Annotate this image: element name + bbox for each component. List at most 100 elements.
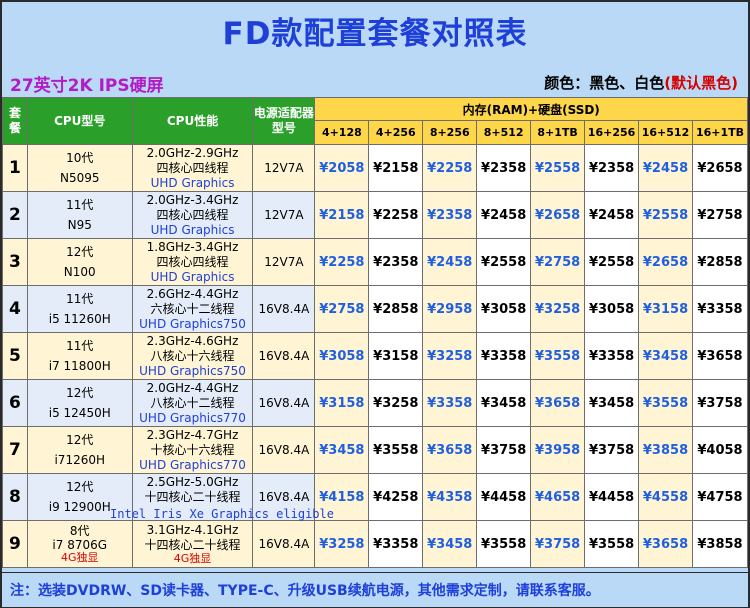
package-number: 9 — [2, 520, 28, 568]
price-16+1TB: ¥3758 — [691, 379, 749, 427]
price-8+512: ¥2558 — [476, 238, 532, 286]
gpu-model: UHD Graphics — [150, 269, 235, 284]
price-16+1TB: ¥4058 — [691, 426, 749, 474]
header-config-4: 8+512 — [476, 120, 532, 145]
price-8+512: ¥3058 — [476, 285, 532, 333]
price-8+256: ¥4358 — [422, 473, 478, 521]
cpu-model: N5095 — [59, 171, 100, 185]
cpu-generation: 11代 — [66, 292, 94, 306]
gpu-model: UHD Graphics750 — [139, 316, 246, 331]
header-config-1: 4+128 — [314, 120, 370, 145]
table-row: 6 12代 i5 12450H 2.0GHz-4.4GHz 八核心十二线程 UHD Gra… — [2, 379, 749, 427]
price-16+512: ¥4558 — [638, 473, 693, 521]
row8-gpu-overflow: Intel Iris Xe Graphics eligible — [110, 507, 334, 521]
price-16+512: ¥3558 — [638, 379, 693, 427]
header-config-5: 8+1TB — [530, 120, 586, 145]
price-16+1TB: ¥2658 — [691, 144, 749, 192]
price-16+512: ¥2658 — [638, 238, 693, 286]
price-4+256: ¥2858 — [368, 285, 424, 333]
cpu-frequency: 1.8GHz-3.4GHz — [146, 239, 239, 254]
cpu-frequency: 2.6GHz-4.4GHz — [146, 286, 239, 301]
page-title: FD款配置套餐对照表 — [222, 16, 528, 52]
cpu-model-cell: 12代 i5 12450H — [26, 379, 133, 427]
price-8+1TB: ¥2658 — [530, 191, 586, 239]
price-16+256: ¥3458 — [584, 379, 640, 427]
price-8+1TB: ¥3758 — [530, 520, 586, 568]
psu-model: 16V8.4A — [252, 473, 316, 521]
package-number: 5 — [2, 332, 28, 380]
psu-model: 12V7A — [252, 238, 316, 286]
cpu-perf-cell: 2.5GHz-5.0GHz 十四核心二十线程 — [131, 473, 254, 521]
price-8+1TB: ¥4658 — [530, 473, 586, 521]
package-number: 8 — [2, 473, 28, 521]
header-cpu-perf: CPU性能 — [131, 97, 254, 145]
gpu-note: 4G独显 — [173, 552, 212, 565]
price-4+256: ¥3358 — [368, 520, 424, 568]
cpu-model: i7 11800H — [48, 359, 111, 373]
cpu-model-cell: 11代 i5 11260H — [26, 285, 133, 333]
cpu-perf-cell: 2.6GHz-4.4GHz 六核心十二线程 UHD Graphics750 — [131, 285, 254, 333]
price-16+1TB: ¥2858 — [691, 238, 749, 286]
cpu-model: N100 — [63, 265, 96, 279]
price-8+1TB: ¥3258 — [530, 285, 586, 333]
cpu-frequency: 2.0GHz-3.4GHz — [146, 192, 239, 207]
price-16+256: ¥3558 — [584, 520, 640, 568]
price-4+128: ¥2158 — [314, 191, 370, 239]
cpu-model: i7 8706G — [52, 538, 108, 552]
cpu-model: i9 12900H — [48, 500, 111, 514]
cpu-generation: 11代 — [66, 339, 94, 353]
price-8+512: ¥2458 — [476, 191, 532, 239]
header-package: 套餐 — [2, 97, 28, 145]
price-4+128: ¥3158 — [314, 379, 370, 427]
config-table: 套餐 CPU型号 CPU性能 电源适配器型号 内存(RAM)+硬盘(SSD) 4… — [2, 97, 749, 568]
price-4+256: ¥4258 — [368, 473, 424, 521]
price-8+256: ¥2458 — [422, 238, 478, 286]
table-row: 9 8代 i7 8706G 4G独显 3.1GHz-4.1GHz 十四核心二十线程 4G独显… — [2, 520, 749, 568]
header-config-2: 4+256 — [368, 120, 424, 145]
gpu-model: UHD Graphics750 — [139, 363, 246, 378]
cpu-cores: 十四核心二十线程 — [144, 489, 241, 504]
price-4+128: ¥2058 — [314, 144, 370, 192]
cpu-frequency: 3.1GHz-4.1GHz — [146, 523, 239, 537]
cpu-perf-cell: 2.3GHz-4.6GHz 八核心十六线程 UHD Graphics750 — [131, 332, 254, 380]
price-4+256: ¥2158 — [368, 144, 424, 192]
gpu-model: UHD Graphics — [150, 222, 235, 237]
table-row: 7 12代 i71260H 2.3GHz-4.7GHz 十核心十六线程 UHD Graph… — [2, 426, 749, 474]
price-16+1TB: ¥4758 — [691, 473, 749, 521]
footer-note: 注：选装DVDRW、SD读卡器、TYPE-C、升级USB续航电源，其他需求定制，… — [2, 572, 748, 607]
color-options: 颜色：黑色、白色(默认黑色) — [544, 72, 738, 93]
price-8+256: ¥2958 — [422, 285, 478, 333]
price-16+256: ¥2558 — [584, 238, 640, 286]
cpu-model-cell: 11代 i7 11800H — [26, 332, 133, 380]
price-8+256: ¥3358 — [422, 379, 478, 427]
gpu-model: UHD Graphics770 — [139, 410, 246, 425]
price-8+1TB: ¥3558 — [530, 332, 586, 380]
price-8+256: ¥3658 — [422, 426, 478, 474]
price-8+512: ¥3758 — [476, 426, 532, 474]
cpu-cores: 四核心四线程 — [156, 254, 229, 269]
table-row: 3 12代 N100 1.8GHz-3.4GHz 四核心四线程 UHD Graphics 1… — [2, 238, 749, 286]
cpu-frequency: 2.0GHz-2.9GHz — [146, 145, 239, 160]
price-16+1TB: ¥3358 — [691, 285, 749, 333]
package-number: 1 — [2, 144, 28, 192]
cpu-cores: 十核心十六线程 — [150, 442, 235, 457]
header-config-6: 16+256 — [584, 120, 640, 145]
package-number: 6 — [2, 379, 28, 427]
price-16+512: ¥2558 — [638, 191, 693, 239]
gpu-model: UHD Graphics770 — [139, 457, 246, 472]
price-16+256: ¥3758 — [584, 426, 640, 474]
price-4+256: ¥2358 — [368, 238, 424, 286]
price-16+1TB: ¥3658 — [691, 332, 749, 380]
cpu-cores: 八核心十六线程 — [150, 348, 235, 363]
table-row: 8 12代 i9 12900H 2.5GHz-5.0GHz 十四核心二十线程 16V8.… — [2, 473, 749, 521]
table-row: 4 11代 i5 11260H 2.6GHz-4.4GHz 六核心十二线程 UHD Gra… — [2, 285, 749, 333]
cpu-model-cell: 8代 i7 8706G 4G独显 — [26, 520, 133, 568]
price-4+128: ¥4158 — [314, 473, 370, 521]
price-16+512: ¥3458 — [638, 332, 693, 380]
cpu-cores: 四核心四线程 — [156, 207, 229, 222]
header-psu: 电源适配器型号 — [252, 97, 316, 145]
cpu-frequency: 2.0GHz-4.4GHz — [146, 380, 239, 395]
price-8+256: ¥3458 — [422, 520, 478, 568]
price-4+128: ¥2258 — [314, 238, 370, 286]
table-row: 5 11代 i7 11800H 2.3GHz-4.6GHz 八核心十六线程 UHD Gra… — [2, 332, 749, 380]
